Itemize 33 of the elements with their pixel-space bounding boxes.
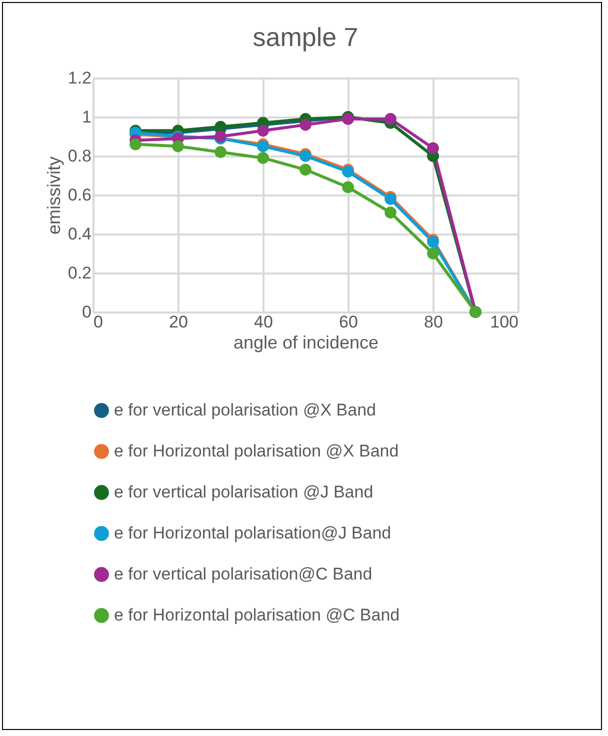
y-tick-label: 1.2 <box>68 68 92 88</box>
point <box>300 164 312 176</box>
point <box>130 138 142 150</box>
point <box>427 248 439 260</box>
legend-label: e for Horizontal polarisation @C Band <box>114 606 400 624</box>
x-tick-label: 100 <box>490 312 518 332</box>
y-tick-label: 0.4 <box>68 224 92 244</box>
legend-label: e for Horizontal polarisation@J Band <box>114 524 392 542</box>
x-tick-label: 80 <box>424 312 443 332</box>
x-axis-title: angle of incidence <box>233 332 379 352</box>
legend-label: e for vertical polarisation @X Band <box>114 400 376 420</box>
x-tick-label: 60 <box>339 312 358 332</box>
y-tick-label: 0.2 <box>68 264 92 282</box>
legend-label: e for vertical polarisation@C Band <box>114 564 372 584</box>
point <box>384 206 396 218</box>
legend-label: e for Horizontal polarisation @X Band <box>114 442 399 460</box>
chart-title: sample 7 <box>252 22 358 52</box>
x-tick-label: 40 <box>254 312 273 332</box>
y-tick-label: 1 <box>82 108 92 126</box>
y-tick-label: 0.6 <box>68 186 92 204</box>
point <box>214 146 226 158</box>
point <box>384 113 396 125</box>
y-tick-label: 0.8 <box>68 146 92 166</box>
point <box>172 140 184 152</box>
point <box>427 142 439 154</box>
x-tick-label: 20 <box>169 312 188 332</box>
point <box>342 181 354 194</box>
point <box>257 152 269 164</box>
legend-label: e for vertical polarisation @J Band <box>114 482 374 502</box>
y-axis-title: emissivity <box>44 156 64 235</box>
point <box>300 118 312 131</box>
point <box>257 124 269 137</box>
x-tick-label: 0 <box>94 312 103 332</box>
